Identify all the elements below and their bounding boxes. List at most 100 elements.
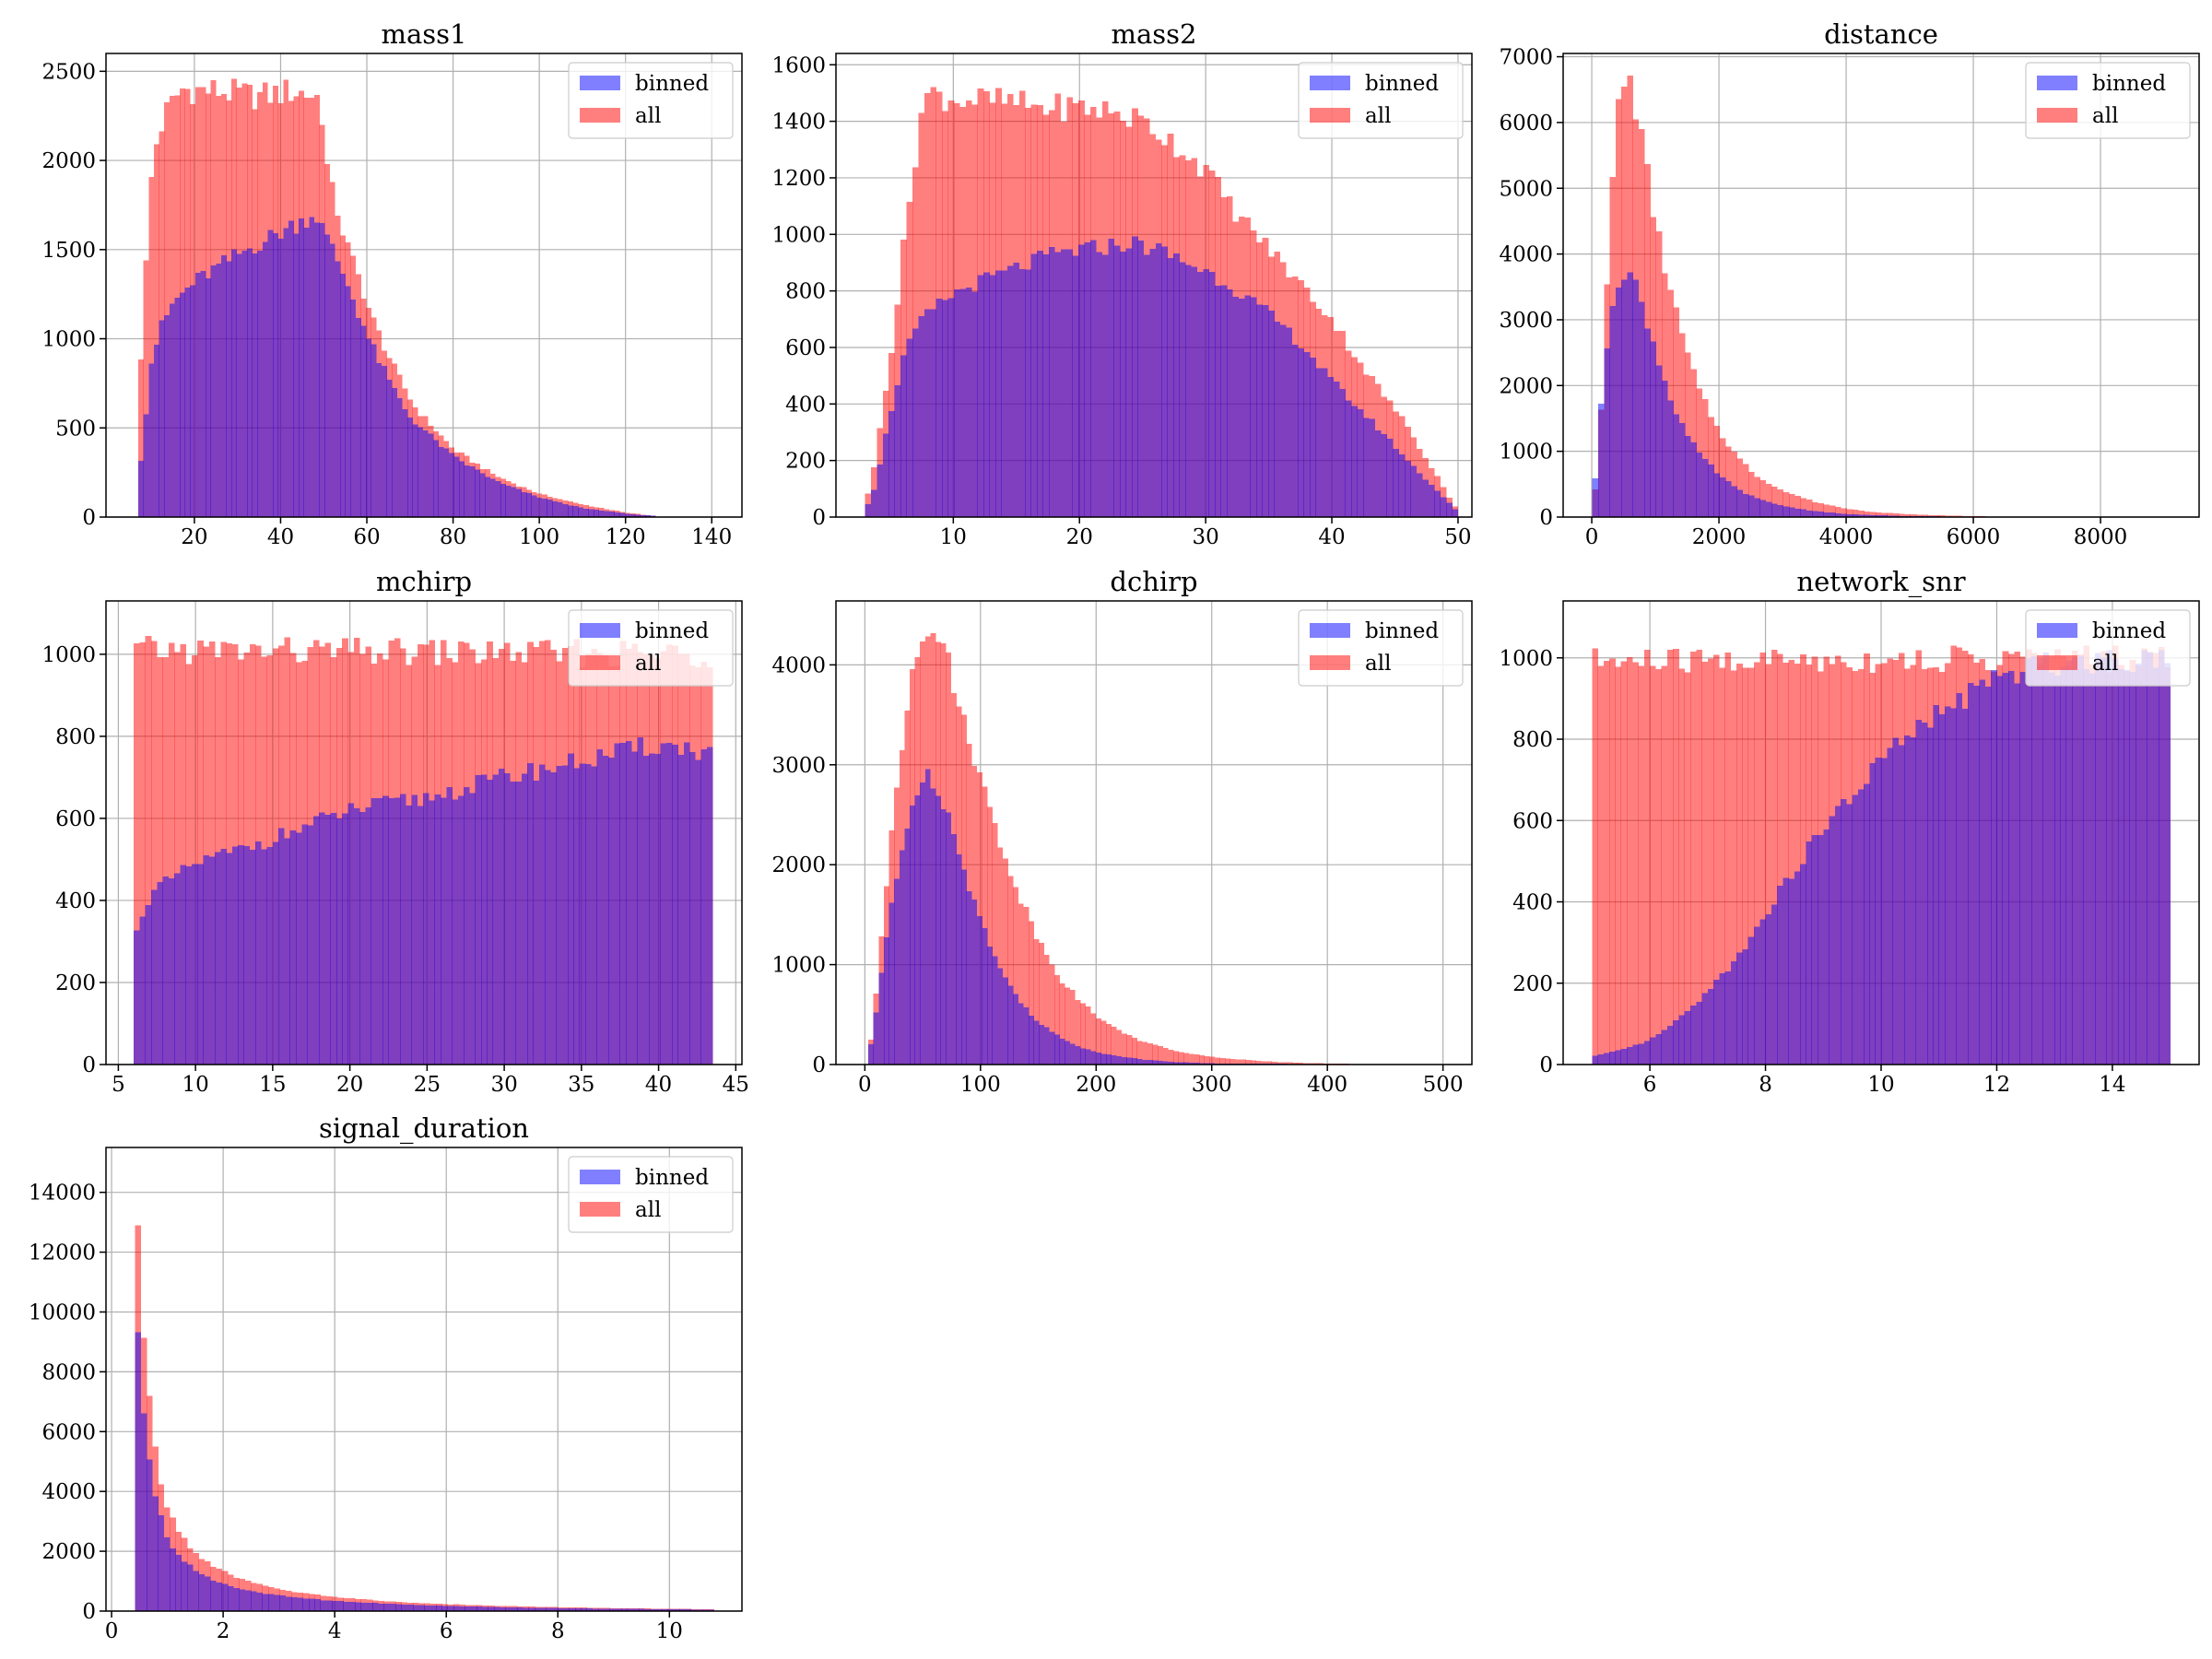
- bar-binned: [1638, 1043, 1645, 1065]
- y-tick-label: 600: [1512, 809, 1553, 833]
- bar-binned: [924, 769, 931, 1065]
- legend-label-binned: binned: [2092, 72, 2166, 96]
- bar-binned: [236, 253, 242, 517]
- bar-binned: [459, 461, 465, 517]
- bar-all: [1199, 1054, 1205, 1065]
- bar-all: [1835, 506, 1841, 517]
- axes-frame: [835, 600, 1473, 1065]
- bar-binned: [521, 491, 527, 517]
- bar-all: [1168, 1050, 1174, 1065]
- bar-all: [1007, 876, 1014, 1065]
- bar-binned: [1777, 505, 1784, 517]
- y-tick-label: 4000: [771, 653, 826, 677]
- bar-binned: [679, 1609, 686, 1611]
- legend-label-all: all: [635, 104, 661, 128]
- bar-binned: [1203, 269, 1209, 517]
- x-tick-label: 120: [606, 525, 646, 549]
- bar-binned: [433, 440, 439, 517]
- bar-binned: [531, 495, 537, 517]
- bar-binned: [629, 513, 636, 517]
- bar-all: [1054, 974, 1060, 1065]
- bar-binned: [1730, 961, 1737, 1065]
- legend-swatch-binned: [1310, 623, 1350, 638]
- bar-all: [1095, 1018, 1101, 1065]
- bar-binned: [1933, 705, 1940, 1065]
- bar-binned: [1829, 816, 1836, 1065]
- bar-binned: [608, 758, 615, 1065]
- legend-dchirp: binned all: [1298, 609, 1464, 687]
- y-tick-label: 6000: [41, 1420, 96, 1444]
- bar-binned: [1661, 1030, 1668, 1065]
- bar-binned: [1806, 510, 1813, 517]
- legend-label-all: all: [1365, 104, 1391, 128]
- bar-binned: [1876, 514, 1882, 517]
- bar-binned: [401, 1604, 408, 1611]
- bar-all: [1225, 1058, 1230, 1065]
- bar-binned: [170, 1547, 176, 1611]
- bar-binned: [422, 430, 429, 517]
- bar-binned: [1100, 1053, 1107, 1065]
- bar-all: [1852, 510, 1859, 517]
- bar-binned: [1864, 783, 1870, 1065]
- y-tick-label: 1000: [1499, 441, 1553, 465]
- bar-binned: [2031, 655, 2038, 1065]
- x-tick-label: 0: [858, 1073, 872, 1097]
- bar-binned: [1956, 692, 1963, 1065]
- bar-binned: [900, 355, 907, 517]
- bar-all: [1194, 1054, 1200, 1065]
- bar-binned: [650, 1608, 657, 1611]
- bar-binned: [1262, 305, 1269, 517]
- bar-binned: [266, 846, 274, 1065]
- bar-all: [1291, 1062, 1298, 1065]
- series-binned-mass2: [865, 236, 1459, 517]
- bar-binned: [568, 753, 574, 1065]
- bar-binned: [1857, 789, 1865, 1065]
- bar-binned: [1327, 376, 1335, 517]
- bar-all: [1927, 514, 1935, 517]
- bar-binned: [1018, 269, 1026, 517]
- bar-binned: [1927, 727, 1934, 1065]
- bar-all: [1302, 1063, 1309, 1065]
- bar-binned: [1106, 1054, 1112, 1065]
- bar-binned: [1979, 679, 1986, 1065]
- panel-title: signal_duration: [319, 1112, 529, 1145]
- bar-binned: [1143, 254, 1150, 517]
- bar-all: [1204, 1055, 1210, 1065]
- bar-binned: [1279, 324, 1287, 517]
- bar-binned: [429, 1606, 437, 1611]
- legend-label-binned: binned: [1365, 72, 1439, 96]
- bar-binned: [185, 866, 193, 1065]
- bar-all: [1724, 653, 1732, 1065]
- y-tick-label: 400: [1512, 891, 1553, 915]
- bar-binned: [348, 1601, 356, 1611]
- bar-binned: [1812, 511, 1818, 517]
- bar-binned: [2159, 650, 2165, 1065]
- bar-binned: [1069, 1043, 1076, 1065]
- bar-all: [1759, 479, 1767, 517]
- bar-all: [1287, 1062, 1293, 1065]
- bar-binned: [1183, 1062, 1190, 1065]
- y-tick-label: 7000: [1499, 46, 1553, 70]
- bar-binned: [708, 1609, 715, 1611]
- legend-label-binned: binned: [635, 619, 709, 643]
- bar-binned: [1422, 479, 1430, 517]
- legend-label-all: all: [1365, 652, 1391, 676]
- series-binned-network-snr: [1592, 650, 2171, 1065]
- bar-binned: [307, 825, 314, 1065]
- y-tick-label: 3000: [771, 754, 826, 778]
- bar-all: [1765, 664, 1772, 1065]
- bar-binned: [164, 314, 171, 517]
- bar-binned: [1592, 478, 1599, 517]
- bar-binned: [291, 1596, 298, 1611]
- bar-binned: [685, 1609, 691, 1611]
- bar-all: [1904, 513, 1912, 517]
- x-tick-label: 8: [551, 1619, 565, 1643]
- bar-binned: [487, 779, 493, 1065]
- bar-binned: [210, 265, 217, 517]
- bar-binned: [2072, 657, 2078, 1065]
- bar-binned: [639, 1608, 645, 1611]
- bar-binned: [581, 1608, 587, 1611]
- legend-swatch-all: [1310, 655, 1350, 670]
- bar-binned: [1080, 1048, 1086, 1065]
- bar-binned: [1028, 1015, 1034, 1065]
